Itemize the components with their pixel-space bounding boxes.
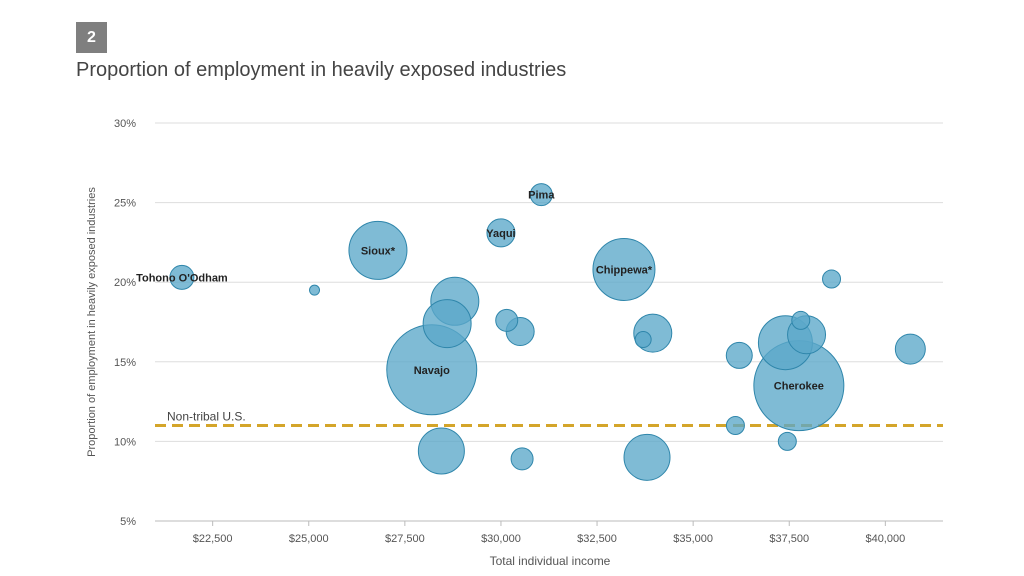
y-tick-label: 20% (114, 277, 136, 289)
bubble-sioux[interactable] (348, 220, 408, 280)
x-tick-label: $27,500 (385, 533, 425, 545)
bubble-yaqui[interactable] (486, 218, 516, 248)
bubble[interactable] (623, 433, 671, 481)
x-axis-tick-labels: $22,500 $25,000 $27,500 $30,000 $32,500 $35,0… (193, 533, 905, 545)
chart-title: Proportion of employment in heavily expo… (76, 59, 567, 81)
bubble-label: Pima (528, 190, 555, 202)
bubble-pima[interactable] (529, 183, 553, 207)
bubble[interactable] (777, 431, 797, 451)
y-tick-label: 10% (114, 436, 136, 448)
y-tick-label: 5% (120, 516, 136, 528)
x-tick-label: $32,500 (577, 533, 617, 545)
bubble[interactable] (791, 310, 811, 330)
x-tick-label: $37,500 (769, 533, 809, 545)
bubble[interactable] (422, 299, 472, 349)
bubble-label: Chippewa* (596, 264, 653, 276)
bubble-labels: Tohono O'Odham Sioux* Yaqui Pima Chippewa* Na… (136, 190, 824, 393)
y-tick-label: 25% (114, 198, 136, 210)
y-tick-label: 30% (114, 118, 136, 130)
bubble[interactable] (725, 341, 753, 369)
bubble-label: Navajo (414, 365, 450, 377)
x-tick-label: $40,000 (865, 533, 905, 545)
bubble-label: Sioux* (361, 245, 396, 257)
x-tick-label: $22,500 (193, 533, 233, 545)
bubble[interactable] (417, 427, 465, 475)
bubbles (169, 183, 926, 481)
bubble[interactable] (510, 447, 534, 471)
x-tick-label: $25,000 (289, 533, 329, 545)
y-axis-label: Proportion of employment in heavily expo… (86, 187, 98, 457)
bubble[interactable] (894, 333, 926, 365)
bubble[interactable] (495, 308, 519, 332)
figure-number-badge: 2 (76, 22, 107, 53)
reference-line-label: Non-tribal U.S. (167, 409, 246, 423)
x-tick-label: $35,000 (673, 533, 713, 545)
x-tick-label: $30,000 (481, 533, 521, 545)
bubble-tohono-o-odham[interactable] (169, 264, 195, 290)
y-axis-tick-labels: 5% 10% 15% 20% 25% 30% (114, 118, 136, 528)
x-axis-label: Total individual income (490, 554, 611, 568)
bubble[interactable] (309, 284, 321, 296)
bubble-chippewa[interactable] (592, 237, 656, 301)
gridlines (155, 122, 943, 526)
bubble[interactable] (725, 415, 745, 435)
bubble[interactable] (822, 269, 842, 289)
bubble-label: Tohono O'Odham (136, 272, 228, 284)
y-tick-label: 15% (114, 357, 136, 369)
bubble[interactable] (634, 331, 652, 349)
bubble-label: Cherokee (774, 381, 824, 393)
bubble-label: Yaqui (486, 228, 515, 240)
